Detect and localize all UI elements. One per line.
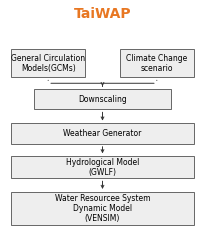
Text: General Circulation
Models(GCMs): General Circulation Models(GCMs) xyxy=(11,54,85,73)
Text: Water Resourcee System
Dynamic Model
(VENSIM): Water Resourcee System Dynamic Model (VE… xyxy=(54,194,150,223)
Text: Hydrological Model
(GWLF): Hydrological Model (GWLF) xyxy=(65,158,139,177)
FancyBboxPatch shape xyxy=(11,156,193,178)
FancyBboxPatch shape xyxy=(11,49,85,77)
Text: Weathear Generator: Weathear Generator xyxy=(63,129,141,138)
FancyBboxPatch shape xyxy=(119,49,193,77)
Text: TaiWAP: TaiWAP xyxy=(73,7,131,20)
Text: Downscaling: Downscaling xyxy=(78,95,126,104)
Text: Climate Change
scenario: Climate Change scenario xyxy=(126,54,186,73)
FancyBboxPatch shape xyxy=(11,192,193,225)
FancyBboxPatch shape xyxy=(34,89,170,109)
FancyBboxPatch shape xyxy=(11,123,193,144)
